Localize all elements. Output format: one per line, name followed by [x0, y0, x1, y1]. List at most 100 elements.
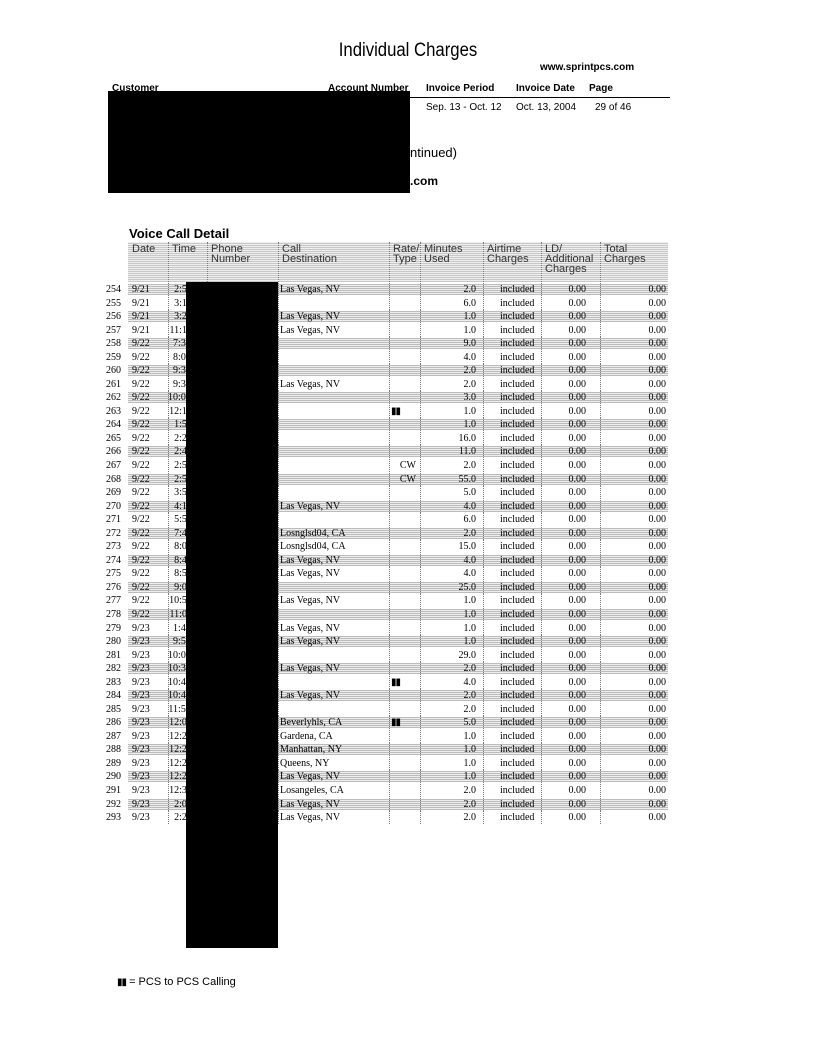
call-destination: Las Vegas, NV	[280, 812, 341, 824]
ld-charges: 0.00	[568, 622, 587, 634]
total-charges: 0.00	[648, 405, 667, 417]
column-divider	[541, 323, 542, 337]
total-charges: 0.00	[648, 581, 667, 593]
airtime-charges: included	[500, 487, 535, 499]
time: 10:53 P	[169, 595, 200, 607]
table-row: 262 9/22 10:06 A 3.0 included 0.00 0.00	[0, 391, 816, 405]
column-divider	[389, 662, 390, 676]
total-charges: 0.00	[648, 663, 667, 675]
call-destination: Las Vegas, NV	[280, 500, 341, 512]
row-number: 280	[106, 636, 121, 648]
column-divider	[541, 486, 542, 500]
column-divider	[541, 337, 542, 351]
time: 10:42 A	[168, 676, 200, 688]
rate-type: CW	[399, 460, 416, 472]
row-number: 274	[106, 554, 121, 566]
column-divider	[600, 797, 601, 811]
date: 9/22	[132, 419, 150, 431]
column-divider	[600, 513, 601, 527]
minutes-used: 2.0	[463, 284, 477, 295]
time: 12:10 P	[169, 405, 200, 417]
date: 9/22	[132, 595, 150, 607]
column-divider	[168, 242, 169, 282]
column-divider	[600, 391, 601, 405]
minutes-used: 1.0	[463, 608, 477, 620]
column-divider	[600, 323, 601, 337]
total-charges: 0.00	[648, 608, 667, 620]
column-divider	[541, 431, 542, 445]
page-title: Individual Charges	[338, 40, 478, 61]
table-row: 278 9/22 11:09 P 1.0 included 0.00 0.00	[0, 607, 816, 621]
total-charges: 0.00	[648, 703, 667, 715]
minutes-used: 2.0	[463, 690, 477, 702]
minutes-used: 1.0	[463, 405, 477, 417]
column-divider	[420, 310, 421, 324]
table-header: Date Time Phone Number Call Destination Rate…	[128, 242, 668, 282]
minutes-used: 4.0	[463, 568, 477, 580]
column-divider	[389, 783, 390, 797]
call-destination: Las Vegas, NV	[280, 636, 341, 648]
column-divider	[541, 580, 542, 594]
column-divider	[168, 350, 169, 364]
column-divider	[168, 323, 169, 337]
column-divider	[420, 431, 421, 445]
minutes-used: 9.0	[463, 338, 477, 350]
column-divider	[541, 702, 542, 716]
call-destination: Las Vegas, NV	[280, 690, 341, 702]
column-divider	[483, 607, 484, 621]
column-divider	[278, 377, 279, 391]
date: 9/21	[132, 324, 150, 336]
total-charges: 0.00	[648, 297, 667, 309]
column-divider	[278, 296, 279, 310]
ld-charges: 0.00	[568, 798, 587, 810]
date: 9/22	[132, 432, 150, 444]
column-divider	[483, 391, 484, 405]
column-divider	[168, 689, 169, 703]
pcs-phones-icon: ▮▮	[117, 977, 127, 988]
total-charges: 0.00	[648, 676, 667, 688]
row-number: 259	[106, 351, 121, 363]
column-divider	[168, 540, 169, 554]
ld-charges: 0.00	[568, 568, 587, 580]
ld-charges: 0.00	[568, 446, 587, 458]
date: 9/23	[132, 636, 150, 648]
total-charges: 0.00	[648, 500, 667, 512]
total-charges: 0.00	[648, 351, 667, 363]
column-divider	[389, 756, 390, 770]
column-divider	[278, 445, 279, 459]
column-divider	[483, 540, 484, 554]
column-divider	[389, 635, 390, 649]
column-divider	[420, 296, 421, 310]
call-destination: Las Vegas, NV	[280, 771, 341, 783]
row-number: 263	[106, 405, 121, 417]
column-divider	[600, 377, 601, 391]
row-number: 258	[106, 338, 121, 350]
airtime-charges: included	[500, 703, 535, 715]
date: 9/23	[132, 676, 150, 688]
column-divider	[278, 499, 279, 513]
table-row: 287 9/23 12:21 P Gardena, CA 1.0 included 0.00…	[0, 729, 816, 743]
date: 9/23	[132, 757, 150, 769]
column-divider	[168, 567, 169, 581]
ld-charges: 0.00	[568, 649, 587, 661]
time: 12:26 P	[169, 771, 200, 783]
airtime-charges: included	[500, 405, 535, 417]
column-divider	[600, 689, 601, 703]
column-divider	[168, 459, 169, 473]
legend-text: = PCS to PCS Calling	[129, 976, 236, 988]
column-divider	[483, 364, 484, 378]
redaction-box	[186, 282, 278, 948]
ld-charges: 0.00	[568, 554, 587, 566]
column-divider	[168, 580, 169, 594]
column-divider	[541, 783, 542, 797]
time: 11:10 P	[169, 324, 200, 336]
airtime-charges: included	[500, 676, 535, 688]
airtime-charges: included	[500, 311, 535, 323]
airtime-charges: included	[500, 527, 535, 539]
